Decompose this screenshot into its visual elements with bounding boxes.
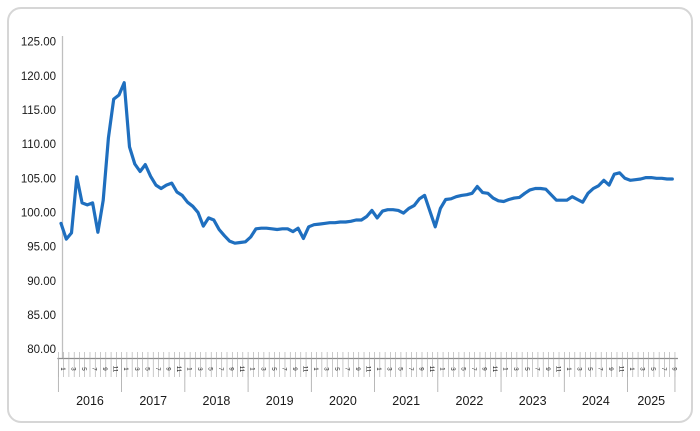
month-tick-label: 7: [280, 367, 287, 371]
month-tick-label: 5: [460, 367, 467, 371]
y-axis-tick-label: 105.00: [21, 173, 56, 185]
month-tick-label: 3: [196, 367, 203, 371]
month-tick-label: 3: [259, 367, 266, 371]
month-tick-label: 3: [512, 367, 519, 371]
month-tick-label: 11: [301, 366, 308, 373]
y-axis-tick-label: 90.00: [27, 276, 56, 288]
year-label: 2019: [266, 394, 294, 408]
month-tick-label: 7: [91, 367, 98, 371]
month-tick-label: 7: [470, 367, 477, 371]
month-tick-label: 9: [291, 367, 298, 371]
month-tick-label: 9: [607, 367, 614, 371]
month-tick-label: 5: [80, 367, 87, 371]
month-tick-label: 3: [575, 367, 582, 371]
month-tick-label: 3: [639, 367, 646, 371]
month-tick-label: 5: [523, 367, 530, 371]
y-axis-tick-label: 120.00: [21, 71, 56, 83]
month-tick-label: 7: [344, 367, 351, 371]
month-tick-label: 3: [386, 367, 393, 371]
month-tick-label: 7: [217, 367, 224, 371]
month-tick-label: 3: [323, 367, 330, 371]
month-tick-label: 1: [502, 367, 509, 371]
month-tick-label: 1: [185, 367, 192, 371]
month-tick-label: 11: [618, 366, 625, 373]
month-tick-label: 1: [59, 367, 66, 371]
month-tick-label: 11: [175, 366, 182, 373]
year-label: 2021: [392, 394, 420, 408]
year-label: 2025: [637, 394, 665, 408]
month-tick-label: 11: [491, 366, 498, 373]
y-axis-tick-label: 125.00: [21, 37, 56, 49]
month-tick-label: 5: [270, 367, 277, 371]
y-axis-tick-label: 95.00: [27, 242, 56, 254]
month-tick-label: 5: [207, 367, 214, 371]
year-label: 2017: [139, 394, 167, 408]
month-tick-label: 3: [133, 367, 140, 371]
month-tick-label: 9: [228, 367, 235, 371]
year-label: 2024: [582, 394, 610, 408]
month-tick-label: 5: [396, 367, 403, 371]
month-tick-label: 1: [628, 367, 635, 371]
month-tick-label: 11: [238, 366, 245, 373]
month-tick-label: 7: [660, 367, 667, 371]
month-tick-label: 9: [101, 367, 108, 371]
month-tick-label: 1: [438, 367, 445, 371]
month-tick-label: 1: [375, 367, 382, 371]
month-tick-label: 7: [597, 367, 604, 371]
year-label: 2023: [519, 394, 547, 408]
month-tick-label: 9: [481, 367, 488, 371]
month-tick-label: 3: [449, 367, 456, 371]
month-tick-label: 5: [586, 367, 593, 371]
month-tick-label: 7: [154, 367, 161, 371]
month-tick-label: 5: [143, 367, 150, 371]
y-axis-tick-label: 110.00: [22, 139, 56, 151]
y-axis-tick-label: 80.00: [27, 344, 56, 356]
month-tick-label: 9: [354, 367, 361, 371]
month-tick-label: 11: [365, 366, 372, 373]
year-label: 2018: [203, 394, 231, 408]
y-axis-tick-label: 115.00: [22, 105, 56, 117]
month-tick-label: 9: [544, 367, 551, 371]
year-label: 2016: [76, 394, 104, 408]
month-tick-label: 9: [417, 367, 424, 371]
month-tick-label: 1: [249, 367, 256, 371]
y-axis-tick-label: 100.00: [21, 207, 56, 219]
month-tick-label: 9: [670, 367, 677, 371]
y-axis-tick-label: 85.00: [27, 310, 56, 322]
month-tick-label: 1: [312, 367, 319, 371]
month-tick-label: 9: [164, 367, 171, 371]
month-tick-label: 1: [122, 367, 129, 371]
year-label: 2022: [456, 394, 484, 408]
month-tick-label: 5: [333, 367, 340, 371]
data-line-series: [59, 81, 674, 245]
year-label: 2020: [329, 394, 357, 408]
month-tick-label: 7: [407, 367, 414, 371]
month-tick-label: 5: [649, 367, 656, 371]
month-tick-label: 11: [554, 366, 561, 373]
month-tick-label: 11: [112, 366, 119, 373]
month-tick-label: 11: [428, 366, 435, 373]
month-tick-label: 3: [70, 367, 77, 371]
month-tick-label: 7: [533, 367, 540, 371]
month-tick-label: 1: [565, 367, 572, 371]
